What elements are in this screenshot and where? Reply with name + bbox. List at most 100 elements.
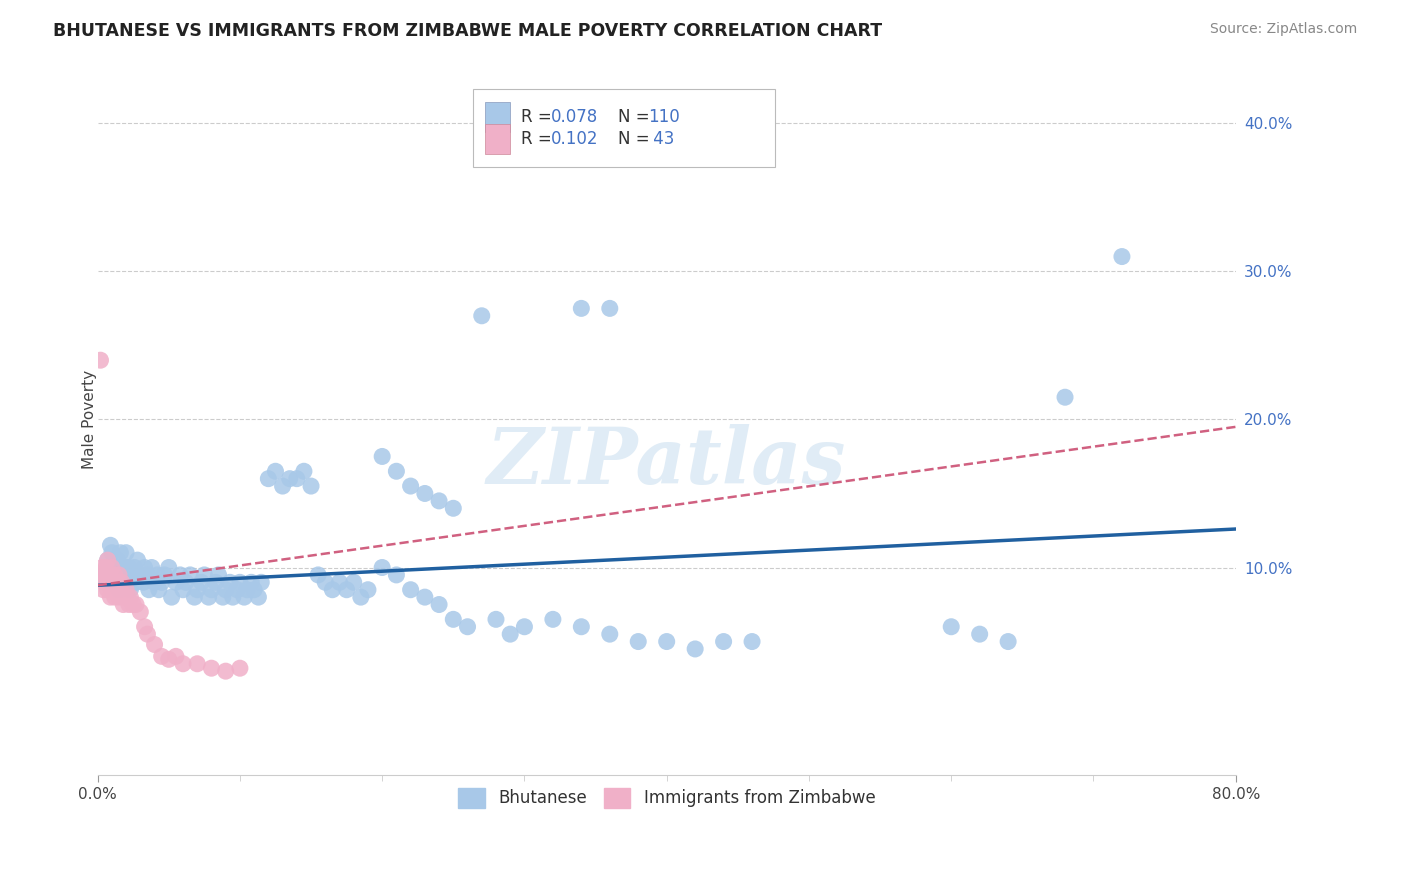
Bhutanese bbox=[441, 612, 464, 626]
Bhutanese bbox=[236, 582, 259, 597]
Bhutanese bbox=[124, 560, 146, 574]
Bhutanese bbox=[127, 553, 149, 567]
Bhutanese bbox=[627, 634, 650, 648]
Text: N =: N = bbox=[617, 130, 655, 148]
Bhutanese bbox=[150, 575, 173, 590]
Bhutanese bbox=[247, 590, 270, 604]
Immigrants from Zimbabwe bbox=[165, 649, 187, 664]
Bhutanese bbox=[138, 582, 160, 597]
Bhutanese bbox=[1111, 250, 1133, 264]
Bhutanese bbox=[713, 634, 735, 648]
Bhutanese bbox=[233, 590, 256, 604]
Immigrants from Zimbabwe bbox=[89, 568, 111, 582]
Immigrants from Zimbabwe bbox=[114, 590, 136, 604]
Bhutanese bbox=[222, 590, 245, 604]
Bhutanese bbox=[741, 634, 763, 648]
Text: ZIPatlas: ZIPatlas bbox=[486, 424, 846, 500]
Bhutanese bbox=[169, 568, 191, 582]
FancyBboxPatch shape bbox=[485, 125, 509, 154]
Immigrants from Zimbabwe bbox=[136, 627, 159, 641]
Immigrants from Zimbabwe bbox=[117, 590, 139, 604]
Bhutanese bbox=[371, 450, 394, 464]
Bhutanese bbox=[132, 575, 155, 590]
Bhutanese bbox=[399, 479, 422, 493]
Bhutanese bbox=[148, 582, 170, 597]
Bhutanese bbox=[599, 301, 621, 316]
Immigrants from Zimbabwe bbox=[112, 598, 135, 612]
Bhutanese bbox=[427, 494, 450, 508]
Bhutanese bbox=[207, 568, 229, 582]
Immigrants from Zimbabwe bbox=[172, 657, 194, 671]
Text: 43: 43 bbox=[648, 130, 675, 148]
Bhutanese bbox=[264, 464, 287, 478]
Immigrants from Zimbabwe bbox=[96, 560, 118, 574]
Bhutanese bbox=[153, 568, 176, 582]
Bhutanese bbox=[278, 472, 301, 486]
Immigrants from Zimbabwe bbox=[101, 582, 124, 597]
Bhutanese bbox=[174, 575, 197, 590]
Immigrants from Zimbabwe bbox=[103, 575, 125, 590]
Bhutanese bbox=[141, 560, 163, 574]
Bhutanese bbox=[101, 546, 124, 560]
Bhutanese bbox=[385, 464, 408, 478]
Bhutanese bbox=[292, 464, 315, 478]
Bhutanese bbox=[117, 568, 139, 582]
Immigrants from Zimbabwe bbox=[97, 553, 120, 567]
Immigrants from Zimbabwe bbox=[94, 568, 117, 582]
Bhutanese bbox=[157, 560, 180, 574]
Bhutanese bbox=[997, 634, 1019, 648]
Bhutanese bbox=[134, 560, 156, 574]
Immigrants from Zimbabwe bbox=[98, 568, 121, 582]
Bhutanese bbox=[243, 582, 266, 597]
Immigrants from Zimbabwe bbox=[118, 598, 141, 612]
Immigrants from Zimbabwe bbox=[104, 590, 127, 604]
Immigrants from Zimbabwe bbox=[120, 590, 142, 604]
Immigrants from Zimbabwe bbox=[101, 560, 124, 574]
Bhutanese bbox=[200, 582, 222, 597]
Bhutanese bbox=[285, 472, 308, 486]
Bhutanese bbox=[655, 634, 678, 648]
Bhutanese bbox=[599, 627, 621, 641]
Bhutanese bbox=[513, 620, 536, 634]
Bhutanese bbox=[441, 501, 464, 516]
Bhutanese bbox=[183, 590, 205, 604]
Bhutanese bbox=[129, 568, 152, 582]
Bhutanese bbox=[193, 568, 215, 582]
Bhutanese bbox=[160, 590, 183, 604]
Bhutanese bbox=[413, 590, 436, 604]
Immigrants from Zimbabwe bbox=[97, 582, 120, 597]
Immigrants from Zimbabwe bbox=[108, 568, 131, 582]
Immigrants from Zimbabwe bbox=[129, 605, 152, 619]
Bhutanese bbox=[197, 590, 219, 604]
Bhutanese bbox=[250, 575, 273, 590]
Immigrants from Zimbabwe bbox=[91, 582, 114, 597]
Text: Source: ZipAtlas.com: Source: ZipAtlas.com bbox=[1209, 22, 1357, 37]
Bhutanese bbox=[146, 568, 169, 582]
Bhutanese bbox=[226, 582, 249, 597]
Bhutanese bbox=[204, 575, 226, 590]
Bhutanese bbox=[114, 575, 136, 590]
Text: R =: R = bbox=[522, 130, 557, 148]
Bhutanese bbox=[115, 546, 138, 560]
Bhutanese bbox=[371, 560, 394, 574]
Bhutanese bbox=[101, 568, 124, 582]
Bhutanese bbox=[399, 582, 422, 597]
Immigrants from Zimbabwe bbox=[110, 582, 132, 597]
Bhutanese bbox=[118, 560, 141, 574]
Bhutanese bbox=[111, 568, 134, 582]
Bhutanese bbox=[969, 627, 991, 641]
Bhutanese bbox=[100, 538, 122, 552]
Immigrants from Zimbabwe bbox=[104, 568, 127, 582]
Bhutanese bbox=[120, 582, 142, 597]
Legend: Bhutanese, Immigrants from Zimbabwe: Bhutanese, Immigrants from Zimbabwe bbox=[450, 780, 883, 816]
Bhutanese bbox=[485, 612, 508, 626]
Bhutanese bbox=[257, 472, 280, 486]
Immigrants from Zimbabwe bbox=[89, 353, 111, 368]
Bhutanese bbox=[299, 479, 322, 493]
Bhutanese bbox=[172, 582, 194, 597]
Bhutanese bbox=[105, 568, 128, 582]
Immigrants from Zimbabwe bbox=[186, 657, 208, 671]
Bhutanese bbox=[104, 575, 127, 590]
Bhutanese bbox=[112, 560, 135, 574]
Immigrants from Zimbabwe bbox=[157, 652, 180, 666]
